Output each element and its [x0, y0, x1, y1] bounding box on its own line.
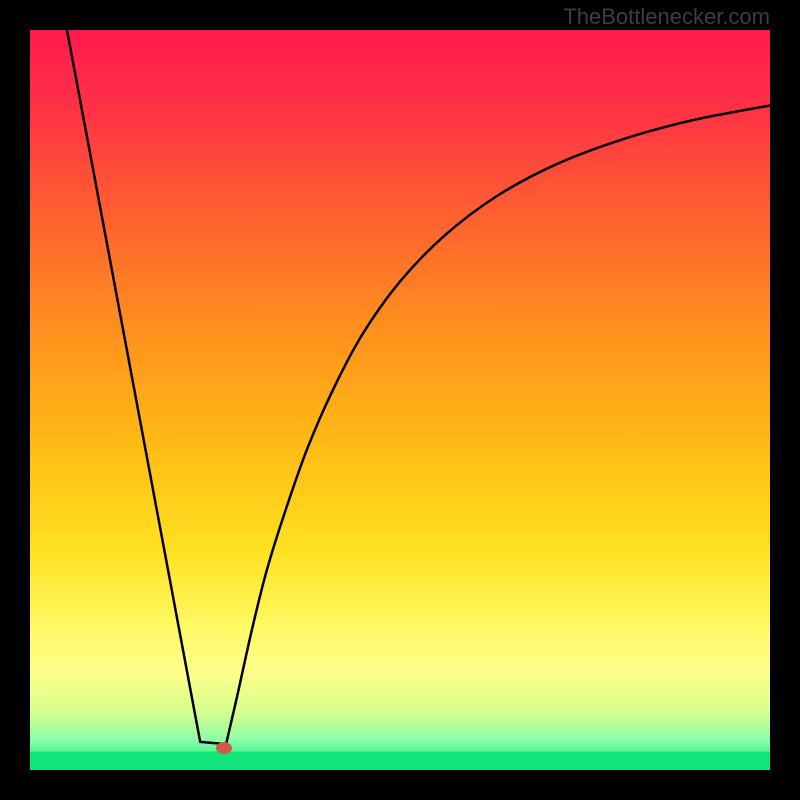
plot-area: [30, 30, 770, 770]
descending-line: [67, 30, 200, 742]
watermark-text: TheBottlenecker.com: [563, 4, 770, 30]
curve-layer: [30, 30, 770, 770]
ascending-curve: [226, 105, 770, 744]
bottleneck-marker: [216, 742, 232, 754]
